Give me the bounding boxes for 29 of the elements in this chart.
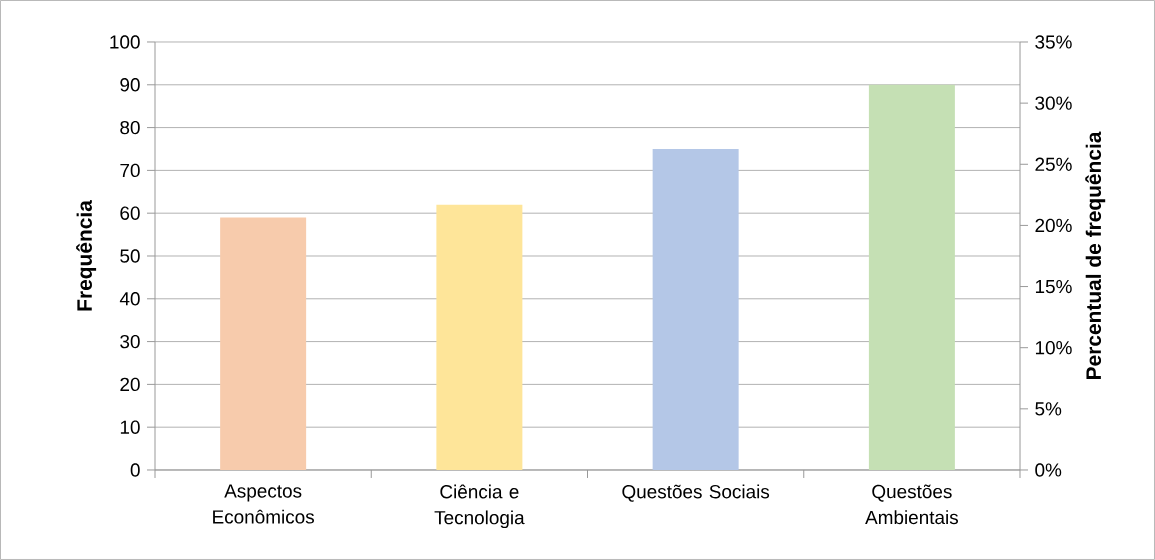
- y-tick-label: 60: [120, 206, 140, 220]
- y-tick-label: 90: [120, 78, 140, 92]
- y2-tick-label: 20%: [1035, 218, 1072, 233]
- y-tick-label: 80: [120, 120, 140, 135]
- bar: [436, 204, 523, 470]
- y2-tick-label: 10%: [1035, 341, 1072, 355]
- y2-tick-label: 0%: [1035, 463, 1062, 477]
- y-tick-label: 40: [119, 292, 140, 306]
- x-tick-label: Questões Sociais: [622, 484, 770, 502]
- y2-tick-label: 15%: [1035, 279, 1072, 294]
- x-tick-label: Aspectos Econômicos: [213, 484, 314, 524]
- bar: [868, 84, 955, 470]
- y2-tick-label: 30%: [1035, 96, 1072, 110]
- y-tick-label: 20: [120, 377, 140, 392]
- y2-axis-title: Percentual de frequência: [1085, 131, 1106, 379]
- y2-tick-label: 35%: [1035, 35, 1072, 49]
- x-tick-label: Ciência e Tecnologia: [434, 484, 525, 529]
- y-tick-label: 30: [120, 334, 140, 349]
- y-tick-label: 0: [130, 463, 140, 477]
- y-tick-label: 10: [120, 420, 140, 434]
- x-tick-label: Questões Ambientais: [865, 484, 959, 525]
- y2-tick-label: 5%: [1035, 402, 1062, 416]
- bar: [652, 148, 739, 470]
- y-axis-title: Frequência: [76, 200, 97, 311]
- y-tick-label: 50: [120, 249, 140, 263]
- y2-tick-label: 25%: [1035, 157, 1072, 171]
- y-tick-label: 100: [110, 35, 140, 49]
- y-tick-label: 70: [120, 163, 140, 178]
- bar: [220, 217, 307, 470]
